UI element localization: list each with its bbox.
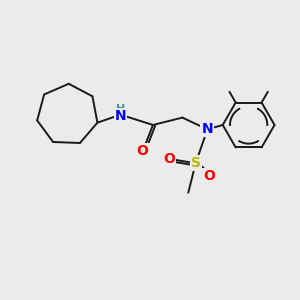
Text: O: O [203,169,215,184]
Text: N: N [115,109,126,123]
Text: O: O [137,145,148,158]
Text: N: N [202,122,213,136]
Text: H: H [116,104,125,114]
Text: S: S [190,156,201,170]
Text: O: O [163,152,175,166]
